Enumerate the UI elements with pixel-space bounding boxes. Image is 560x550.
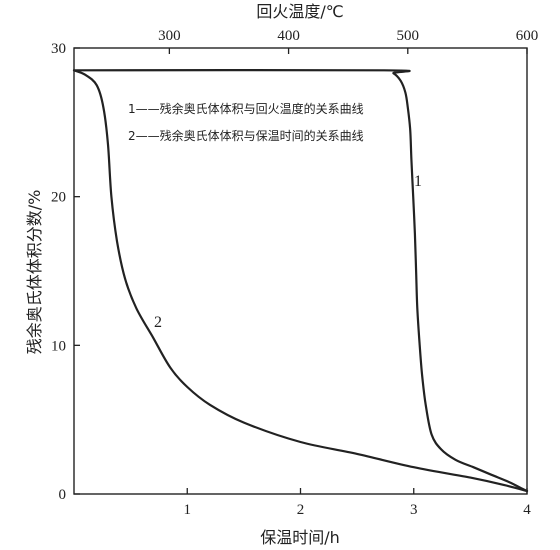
top-tick-label-1: 400	[277, 28, 300, 44]
curve-2-line	[72, 69, 529, 493]
legend: 1——残余奥氏体体积与回火温度的关系曲线 2——残余奥氏体体积与保温时间的关系曲…	[128, 101, 364, 143]
legend-entry-1: 1——残余奥氏体体积与回火温度的关系曲线	[128, 101, 364, 116]
bottom-tick-label-3: 4	[523, 502, 531, 518]
bottom-tick-label-2: 3	[410, 502, 418, 518]
ticks-layer: 1 2 3 4 300 400 500 600 0 10 20 30	[51, 28, 538, 518]
top-axis-title: 回火温度/℃	[256, 2, 343, 21]
legend-entry-2: 2——残余奥氏体体积与保温时间的关系曲线	[128, 128, 364, 143]
top-tick-label-0: 300	[158, 28, 181, 44]
curve-1-line	[72, 68, 529, 493]
bottom-tick-label-1: 2	[297, 502, 305, 518]
bottom-tick-label-0: 1	[184, 502, 192, 518]
curve-2-label: 2	[154, 314, 162, 331]
left-tick-label-2: 20	[51, 190, 66, 206]
top-tick-label-3: 600	[516, 28, 539, 44]
curve-1-label: 1	[414, 173, 422, 190]
bottom-axis-title: 保温时间/h	[260, 528, 340, 547]
top-tick-label-2: 500	[397, 28, 420, 44]
left-tick-label-3: 30	[51, 41, 66, 57]
left-axis-title: 残余奥氏体体积分数/%	[25, 190, 44, 355]
left-tick-label-0: 0	[59, 487, 67, 503]
left-tick-label-1: 10	[51, 338, 66, 354]
curves-layer	[72, 68, 529, 493]
